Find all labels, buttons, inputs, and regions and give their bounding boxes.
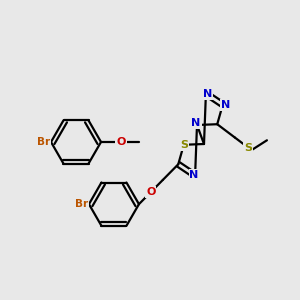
Text: N: N [190, 169, 199, 179]
Text: Br: Br [38, 137, 51, 147]
Text: O: O [146, 187, 156, 197]
Text: N: N [203, 89, 212, 100]
Text: O: O [116, 137, 126, 147]
Text: S: S [180, 140, 188, 150]
Text: S: S [244, 143, 252, 153]
Text: N: N [221, 100, 230, 110]
Text: N: N [191, 118, 201, 128]
Text: Br: Br [75, 199, 88, 209]
